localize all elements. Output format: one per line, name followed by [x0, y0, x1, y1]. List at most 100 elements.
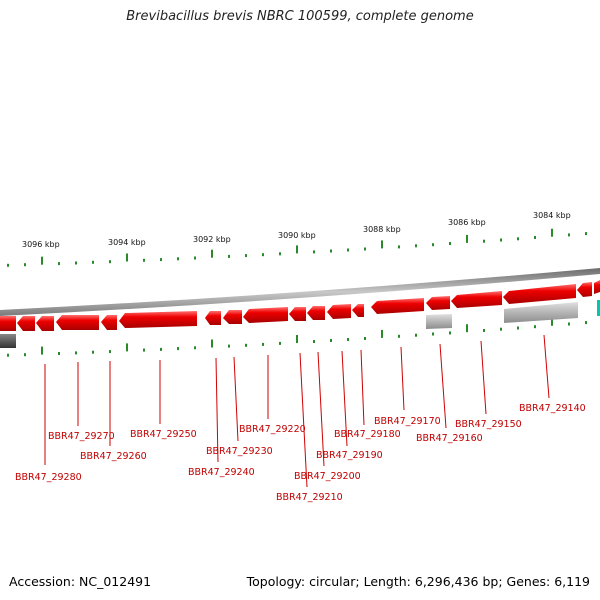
minor-tick [398, 245, 400, 249]
major-tick [41, 256, 43, 265]
minor-tick [432, 243, 434, 247]
gene-arrow [223, 310, 242, 324]
minor-tick [58, 352, 60, 355]
kbp-label-3096: 3096 kbp [22, 240, 60, 249]
teal-gene [597, 300, 600, 316]
major-tick [126, 253, 128, 262]
minor-tick [24, 263, 26, 267]
minor-tick [143, 348, 145, 352]
gene-arrow [101, 315, 117, 330]
minor-tick [160, 258, 162, 262]
dark-gene [0, 334, 16, 348]
minor-tick [279, 341, 281, 345]
minor-tick [7, 353, 9, 357]
gene-arrow [289, 307, 306, 321]
topology-text: Topology: circular; Length: 6,296,436 bp… [246, 574, 590, 589]
gene-arrow [594, 280, 600, 294]
label-leader [439, 343, 447, 429]
minor-tick [228, 344, 230, 348]
minor-tick [194, 346, 196, 350]
gene-label-29190: BBR47_29190 [316, 450, 383, 461]
minor-tick [364, 247, 366, 251]
gene-label-29200: BBR47_29200 [294, 471, 361, 482]
minor-tick [75, 351, 77, 355]
minor-tick [517, 326, 519, 330]
kbp-label-3084: 3084 kbp [533, 211, 571, 220]
gene-arrow [577, 282, 592, 297]
gene-arrow [56, 315, 99, 330]
gene-label-29140: BBR47_29140 [519, 403, 586, 414]
gene-label-29170: BBR47_29170 [374, 416, 441, 427]
major-tick [381, 329, 383, 338]
minor-tick [75, 261, 77, 265]
minor-tick [58, 262, 60, 266]
pseudo-gene [504, 302, 578, 323]
minor-tick [160, 347, 162, 351]
minor-tick [24, 353, 26, 357]
minor-tick [517, 237, 519, 241]
minor-tick [449, 331, 451, 335]
minor-tick [92, 260, 94, 264]
gene-label-29280: BBR47_29280 [15, 472, 82, 483]
gene-labels: BBR47_29280 BBR47_29270 BBR47_29260 BBR4… [15, 334, 586, 503]
gene-arrow [327, 304, 351, 319]
minor-tick [313, 250, 315, 254]
outer-tick-row [7, 228, 587, 267]
gene-label-29150: BBR47_29150 [455, 419, 522, 430]
minor-tick [245, 254, 247, 258]
major-tick [466, 234, 468, 243]
gene-label-29180: BBR47_29180 [334, 429, 401, 440]
genome-backbone [0, 268, 600, 316]
label-leader [317, 351, 325, 467]
minor-tick [330, 249, 332, 253]
gene-arrow [205, 311, 221, 325]
gene-arrow [243, 307, 288, 323]
minor-tick [585, 232, 587, 236]
minor-tick [449, 242, 451, 245]
label-leader [233, 356, 239, 442]
major-tick [296, 245, 298, 254]
kbp-label-3094: 3094 kbp [108, 238, 146, 247]
kbp-label-3090: 3090 kbp [278, 231, 316, 240]
gene-label-29160: BBR47_29160 [416, 433, 483, 444]
minor-tick [109, 350, 111, 354]
minor-tick [330, 339, 332, 342]
minor-tick [483, 329, 485, 332]
inner-tick-row [7, 317, 587, 357]
minor-tick [313, 340, 315, 343]
major-tick [466, 324, 468, 333]
gene-arrow [307, 306, 325, 320]
major-tick [296, 335, 298, 343]
minor-tick [415, 244, 417, 248]
label-leader [215, 357, 219, 463]
major-tick [126, 343, 128, 352]
gene-label-29210: BBR47_29210 [276, 492, 343, 503]
minor-tick [347, 338, 349, 341]
minor-tick [143, 258, 145, 262]
gene-features [0, 280, 600, 348]
minor-tick [177, 257, 179, 261]
gene-arrow [503, 284, 576, 304]
minor-tick [500, 238, 502, 242]
minor-tick [534, 236, 536, 239]
kbp-label-3088: 3088 kbp [363, 225, 401, 234]
minor-tick [568, 233, 570, 237]
minor-tick [534, 325, 536, 329]
gene-arrow [352, 304, 364, 317]
gene-label-29270: BBR47_29270 [48, 431, 115, 442]
minor-tick [245, 343, 247, 347]
major-tick [41, 346, 43, 355]
minor-tick [500, 327, 502, 331]
minor-tick [483, 239, 485, 243]
minor-tick [262, 342, 264, 346]
gene-arrow [36, 316, 54, 331]
gene-arrow [371, 298, 424, 314]
minor-tick [398, 334, 400, 338]
kbp-label-3086: 3086 kbp [448, 218, 486, 227]
major-tick [211, 249, 213, 258]
minor-tick [92, 350, 94, 354]
gene-label-29230: BBR47_29230 [206, 446, 273, 457]
gene-arrow [451, 291, 502, 308]
gene-label-29240: BBR47_29240 [188, 467, 255, 478]
